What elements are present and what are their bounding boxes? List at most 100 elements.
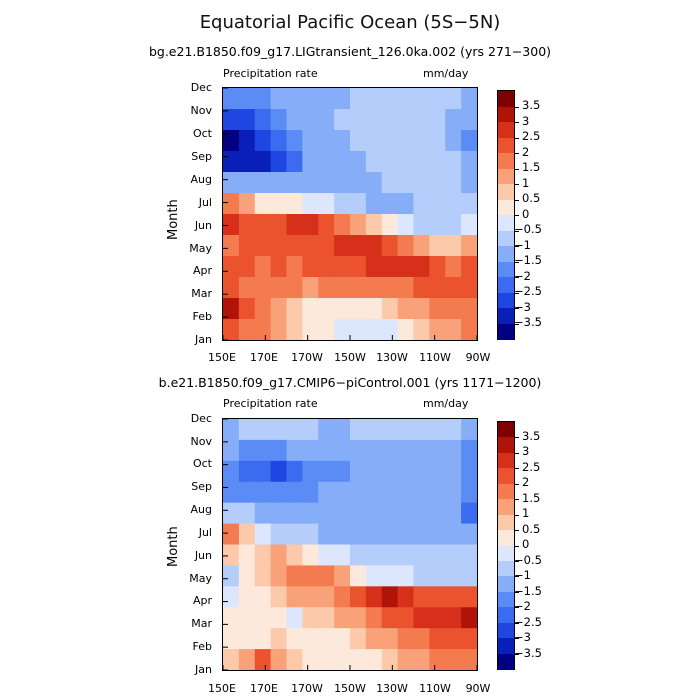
heatmap-cell — [238, 151, 256, 173]
heatmap-cell — [302, 214, 319, 236]
colorbar-swatch — [498, 483, 514, 500]
heatmap-cell — [286, 319, 303, 340]
heatmap-cell — [381, 439, 399, 462]
heatmap-cell — [445, 235, 462, 257]
heatmap-cell — [238, 439, 256, 462]
heatmap-cell — [461, 235, 477, 257]
heatmap-cell — [270, 235, 288, 257]
heatmap-cell — [318, 607, 335, 629]
heatmap-cell — [254, 628, 272, 650]
heatmap-cell — [270, 193, 288, 215]
heatmap-cell — [318, 88, 335, 110]
heatmap-cell — [413, 502, 430, 525]
colorbar-swatch — [498, 323, 514, 340]
cb2-label-neg2.5: −2.5 — [514, 615, 542, 629]
heatmap-cell — [397, 235, 415, 257]
heatmap-cell — [350, 523, 367, 546]
heatmap-cell — [429, 649, 446, 670]
heatmap-cell — [350, 256, 367, 278]
p2-month-tick-oct: Oct — [192, 457, 212, 470]
cb2-label-3: 3 — [522, 444, 530, 458]
heatmap-cell — [397, 523, 415, 546]
heatmap-cell — [413, 193, 430, 215]
heatmap-cell — [429, 565, 446, 587]
heatmap-cell — [413, 109, 430, 131]
p2-month-tick-may: May — [189, 572, 212, 585]
heatmap-cell — [318, 649, 335, 670]
heatmap-cell — [223, 628, 240, 650]
heatmap-cell — [381, 628, 399, 650]
p1-month-tick-jan: Jan — [195, 333, 212, 346]
heatmap-cell — [429, 502, 446, 525]
cb1-label-neg1: −1 — [514, 238, 531, 252]
cb2-label-1: 1 — [522, 506, 530, 520]
colorbar-swatch — [498, 622, 514, 639]
heatmap-cell — [334, 439, 351, 462]
heatmap-cell — [381, 193, 399, 215]
heatmap-cell — [238, 460, 256, 483]
heatmap-cell — [445, 277, 462, 299]
heatmap-cell — [429, 319, 446, 340]
heatmap-cell — [238, 628, 256, 650]
heatmap-cell — [397, 544, 415, 567]
heatmap-cell — [270, 277, 288, 299]
heatmap-cell — [397, 88, 415, 110]
heatmap-cell — [223, 88, 240, 110]
heatmap-cell — [365, 214, 383, 236]
heatmap-cell — [365, 586, 383, 608]
heatmap-cell — [397, 214, 415, 236]
heatmap-cell — [350, 130, 367, 152]
heatmap-cell — [445, 607, 462, 629]
heatmap-cell — [334, 319, 351, 340]
colorbar-swatch — [498, 292, 514, 309]
heatmap-cell — [350, 586, 367, 608]
heatmap-cell — [397, 481, 415, 504]
heatmap-cell — [223, 151, 240, 173]
heatmap-cell — [238, 298, 256, 320]
heatmap-cell — [254, 481, 272, 504]
heatmap-cell — [445, 502, 462, 525]
heatmap-cell — [445, 214, 462, 236]
heatmap-cell — [397, 649, 415, 670]
colorbar-tick — [514, 576, 519, 578]
heatmap-cell — [381, 460, 399, 483]
cb2-label-neg1: −1 — [514, 568, 531, 582]
heatmap-cell — [461, 298, 477, 320]
heatmap-cell — [397, 419, 415, 441]
cb2-label-neg0.5: −0.5 — [514, 553, 542, 567]
heatmap-cell — [413, 565, 430, 587]
heatmap-cell — [254, 172, 272, 194]
colorbar-tick — [514, 277, 519, 278]
heatmap-cell — [350, 649, 367, 670]
colorbar-swatch — [498, 560, 514, 577]
heatmap-cell — [254, 256, 272, 278]
colorbar-swatch — [498, 545, 514, 562]
heatmap-cell — [223, 481, 240, 504]
heatmap-cell — [381, 256, 399, 278]
heatmap-cell — [270, 419, 288, 441]
p1-month-tick-aug: Aug — [190, 173, 212, 186]
colorbar-swatch — [498, 277, 514, 293]
cb2-label-3.5: 3.5 — [522, 429, 541, 443]
colorbar-swatch — [498, 215, 514, 231]
heatmap-cell — [302, 628, 319, 650]
heatmap-cell — [461, 256, 477, 278]
heatmap-cell — [350, 172, 367, 194]
heatmap-cell — [286, 298, 303, 320]
heatmap-cell — [254, 319, 272, 340]
cb1-label-neg0.5: −0.5 — [514, 222, 542, 236]
heatmap-cell — [397, 256, 415, 278]
heatmap-cell — [445, 88, 462, 110]
heatmap-cell — [397, 193, 415, 215]
colorbar-tick — [514, 261, 519, 263]
heatmap-cell — [286, 565, 303, 587]
heatmap-cell — [286, 607, 303, 629]
p1-month-tick-jul: Jul — [198, 196, 212, 209]
heatmap-cell — [445, 319, 462, 340]
heatmap-cell — [381, 88, 399, 110]
heatmap-cell — [365, 109, 383, 131]
heatmap-cell — [413, 544, 430, 567]
heatmap-cell — [223, 439, 240, 462]
colorbar-swatch — [498, 499, 514, 516]
heatmap-cell — [223, 277, 240, 299]
